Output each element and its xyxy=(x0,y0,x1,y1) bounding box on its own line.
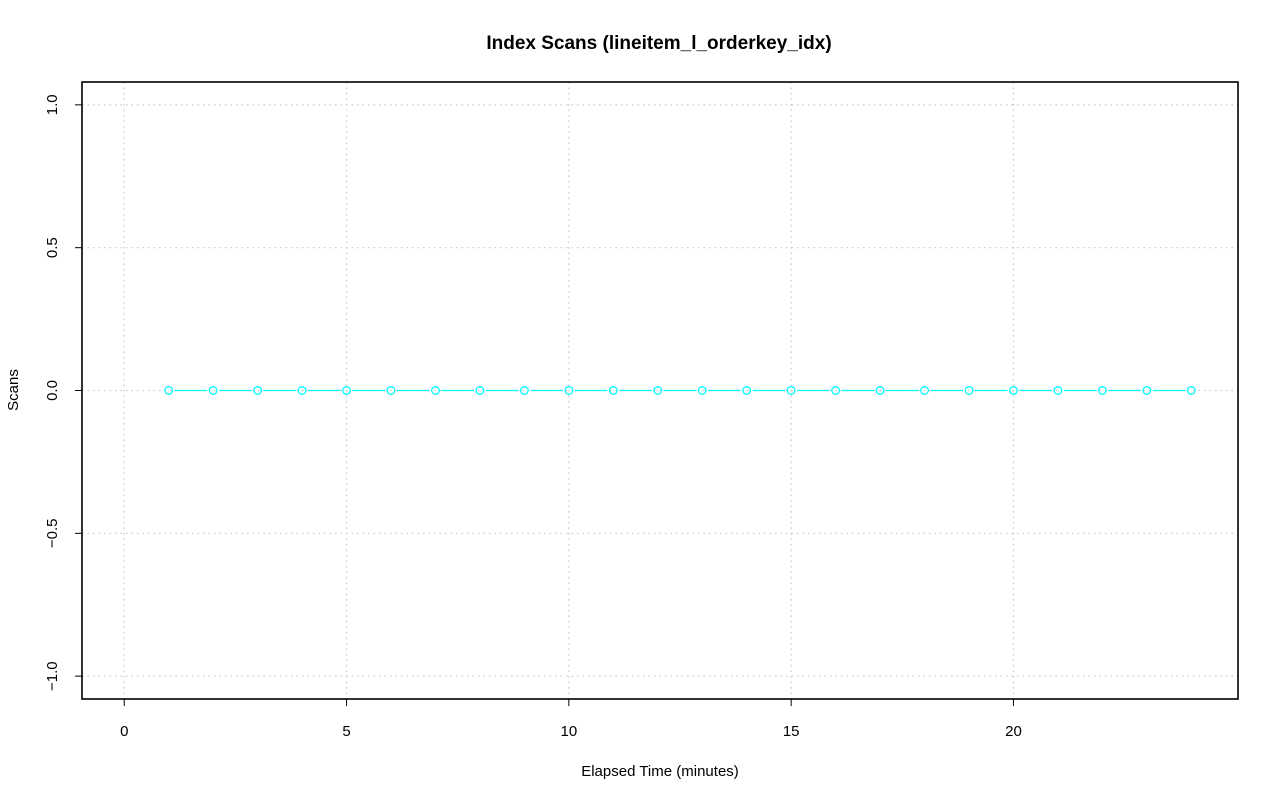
data-point xyxy=(742,386,752,395)
data-point xyxy=(1097,386,1107,395)
data-point xyxy=(253,386,263,395)
x-tick-label: 0 xyxy=(120,723,128,740)
data-point xyxy=(475,386,485,395)
chart-title: Index Scans (lineitem_l_orderkey_idx) xyxy=(486,33,831,54)
data-point xyxy=(1142,386,1152,395)
x-axis: 0 5 10 15 20 xyxy=(120,699,1022,740)
x-tick-label: 20 xyxy=(1005,723,1022,740)
data-point xyxy=(1009,386,1018,395)
y-tick-label: −1.0 xyxy=(44,661,61,691)
data-point xyxy=(964,386,974,395)
y-tick-label: −0.5 xyxy=(44,519,61,549)
y-tick-label: 0.5 xyxy=(44,237,61,258)
series-layer xyxy=(164,386,1196,395)
data-point xyxy=(564,386,574,395)
y-axis: −1.0 −0.5 0.0 0.5 1.0 xyxy=(44,94,82,691)
data-point xyxy=(653,386,663,395)
data-point xyxy=(831,386,841,395)
data-point xyxy=(208,386,218,395)
x-tick-label: 5 xyxy=(342,723,350,740)
data-point xyxy=(875,386,885,395)
data-point xyxy=(342,386,351,395)
data-point xyxy=(164,386,174,395)
x-tick-label: 15 xyxy=(783,723,800,740)
data-point xyxy=(297,386,307,395)
data-point xyxy=(1186,386,1196,395)
y-tick-label: 1.0 xyxy=(44,94,61,115)
y-tick-label: 0.0 xyxy=(44,380,61,401)
data-point xyxy=(1053,386,1063,395)
data-point xyxy=(697,386,707,395)
x-axis-label: Elapsed Time (minutes) xyxy=(581,763,739,780)
x-tick-label: 10 xyxy=(561,723,578,740)
data-point xyxy=(386,386,396,395)
data-point xyxy=(431,386,440,395)
data-point xyxy=(519,386,529,395)
data-point xyxy=(608,386,618,395)
y-axis-label: Scans xyxy=(5,369,22,411)
data-point xyxy=(920,386,929,395)
data-point xyxy=(786,386,796,395)
